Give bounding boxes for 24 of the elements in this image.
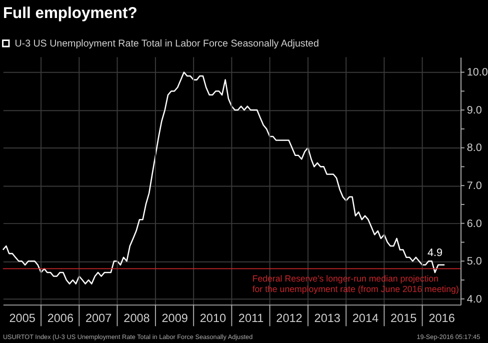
annotation: 4.9 (428, 247, 443, 260)
y-tick-label: 5.0 (466, 256, 482, 268)
x-tick-label: 2012 (276, 312, 302, 325)
y-tick-label: 6.0 (466, 218, 482, 230)
y-tick-label: 10.0 (466, 66, 488, 79)
x-tick-label: 2005 (9, 312, 36, 325)
x-tick-label: 2007 (85, 312, 112, 325)
x-tick-label: 2015 (390, 312, 418, 325)
ref-line-label: Federal Reserve's longer-run median projection for the unemployment rate (from June 2016 meeting) (252, 273, 459, 294)
line-series (2, 72, 446, 284)
x-tick-label: 2010 (200, 312, 226, 325)
x-tick-label: 2016 (428, 312, 456, 325)
y-tick-label: 8.0 (466, 142, 482, 154)
x-tick-label: 2006 (47, 312, 74, 325)
y-tick-label: 4.0 (466, 293, 482, 306)
legend-label: U-3 US Unemployment Rate Total in Labor Force Seasonally Adjusted (14, 38, 319, 50)
x-tick-label: 2011 (238, 312, 264, 325)
y-tick-label: 7.0 (466, 180, 482, 192)
x-tick-label: 2008 (124, 312, 150, 325)
y-tick-label: 9.0 (466, 104, 482, 116)
x-tick-label: 2013 (314, 312, 341, 325)
chart-title: Full employment? (2, 4, 138, 22)
x-tick-label: 2009 (162, 312, 188, 325)
x-tick-label: 2014 (352, 312, 380, 325)
